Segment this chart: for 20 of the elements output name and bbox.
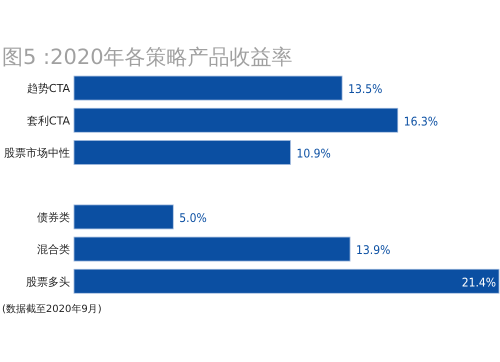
- bar: [74, 204, 174, 230]
- bar: [74, 236, 350, 262]
- text: (数据截至2020年9月): [2, 303, 102, 315]
- y-tick-label: 股票市场中性: [4, 146, 70, 160]
- data-label: 21.4%: [462, 275, 496, 290]
- y-tick-label: 混合类: [37, 243, 70, 256]
- bar: [74, 268, 500, 294]
- y-tick-label: 趋势CTA: [26, 82, 70, 96]
- data-label: 13.9%: [356, 243, 390, 258]
- y-tick-label: 债券类: [37, 210, 70, 224]
- y-tick-label: 套利CTA: [26, 114, 70, 128]
- bar: [74, 140, 291, 165]
- data-label: 13.5%: [348, 82, 382, 96]
- bar: [74, 108, 398, 133]
- y-tick-label: 股票多头: [26, 275, 70, 288]
- data-label: 16.3%: [404, 114, 438, 128]
- data-label: 5.0%: [179, 210, 207, 225]
- bar: [74, 76, 343, 100]
- chart-title: 图5 :2020年各策略产品收益率: [2, 45, 293, 69]
- data-label: 10.9%: [296, 146, 331, 160]
